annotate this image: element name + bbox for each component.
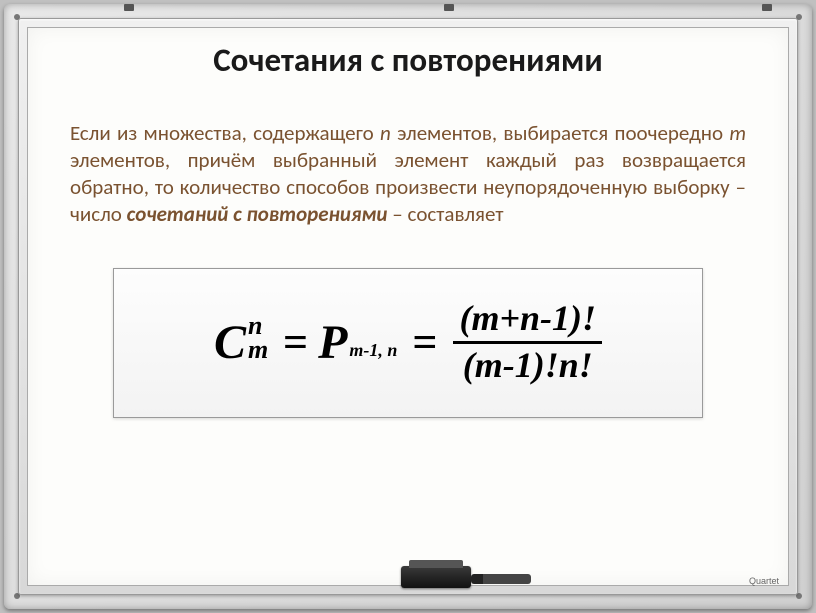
board-clip bbox=[444, 4, 454, 11]
text-part4: – составляет bbox=[387, 201, 503, 227]
board-clip bbox=[762, 4, 772, 11]
marker-icon bbox=[471, 574, 531, 584]
formula: C n m = P m-1, n = (m+n-1)! bbox=[214, 297, 602, 387]
slide-title: Сочетания с повторениями bbox=[70, 40, 746, 80]
board-frame: Сочетания с повторениями Если из множест… bbox=[18, 18, 798, 595]
equals-1: = bbox=[283, 317, 308, 368]
numerator: (m+n-1)! bbox=[453, 297, 602, 341]
variable-m: m bbox=[729, 120, 746, 146]
board-brand: Quartet bbox=[749, 576, 779, 586]
text-part2: элементов, выбирается поочередно bbox=[391, 120, 730, 146]
symbol-P: P bbox=[318, 315, 347, 370]
denominator: (m-1)!n! bbox=[457, 344, 599, 388]
equals-2: = bbox=[412, 317, 437, 368]
symbol-C: C bbox=[214, 315, 246, 370]
board-clip bbox=[124, 4, 134, 11]
fraction: (m+n-1)! (m-1)!n! bbox=[453, 297, 602, 387]
slide-paragraph: Если из множества, содержащего n элемент… bbox=[70, 120, 746, 228]
eraser-icon bbox=[401, 566, 471, 588]
whiteboard-surface: Сочетания с повторениями Если из множест… bbox=[27, 27, 789, 586]
board-outer: Сочетания с повторениями Если из множест… bbox=[4, 4, 812, 609]
formula-box: C n m = P m-1, n = (m+n-1)! bbox=[113, 268, 703, 418]
term-bold: сочетаний с повторениями bbox=[127, 201, 388, 227]
variable-n: n bbox=[380, 120, 391, 146]
C-subscript: m bbox=[248, 335, 268, 365]
P-subscript: m-1, n bbox=[349, 340, 397, 361]
text-part1: Если из множества, содержащего bbox=[70, 120, 380, 146]
